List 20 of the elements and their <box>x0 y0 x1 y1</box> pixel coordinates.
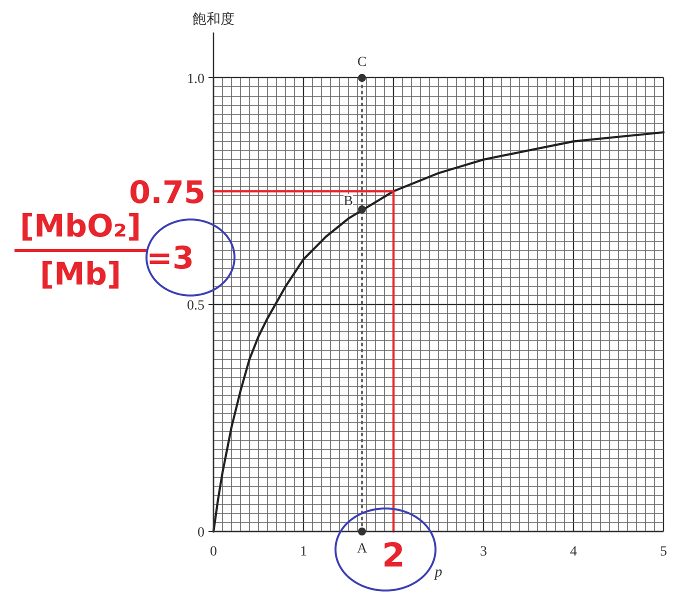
annotation: 2 <box>382 536 405 574</box>
point <box>358 74 366 82</box>
x-tick-label: 0 <box>210 544 217 560</box>
y-tick-label: 0.5 <box>187 298 204 314</box>
x-tick-label: 4 <box>570 544 577 560</box>
point <box>358 205 366 214</box>
text: =3 <box>146 240 194 276</box>
y-tick-label: 0 <box>198 526 204 540</box>
x-tick-label: 5 <box>660 544 667 560</box>
x-axis-title: p <box>434 564 443 580</box>
annotation: 0.75 <box>129 174 206 211</box>
x-tick-label: 1 <box>300 544 307 560</box>
annotation: B <box>344 194 354 209</box>
y-axis-title: 飽和度 <box>192 12 234 28</box>
annotation: A <box>356 542 368 556</box>
y-tick-label: 1.0 <box>187 72 204 87</box>
x-tick-label: 3 <box>480 544 487 560</box>
annotation: C <box>357 54 367 70</box>
text: [Mb] <box>40 256 122 292</box>
text: [MbO₂] <box>20 208 142 244</box>
